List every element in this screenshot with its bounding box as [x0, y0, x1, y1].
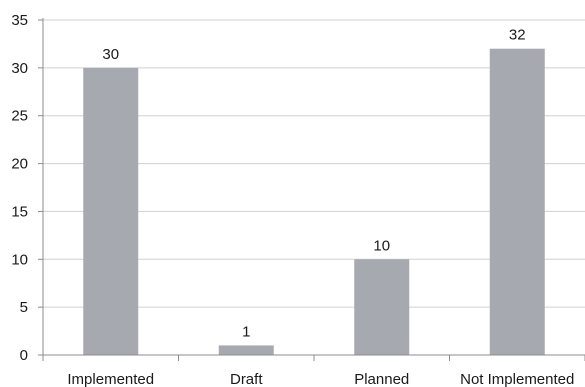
data-label: 10	[373, 237, 390, 254]
x-tick-label: Not Implemented	[460, 371, 574, 387]
x-tick-label: Implemented	[67, 371, 154, 387]
data-label: 32	[509, 27, 526, 44]
bar-not-implemented	[489, 48, 545, 355]
y-tick-label: 0	[20, 347, 28, 364]
y-tick-label: 10	[11, 251, 28, 268]
x-tick-labels: Implemented Draft Planned Not Implemented	[67, 371, 574, 387]
y-tick-labels: 0 5 10 15 20 25 30 35	[11, 12, 28, 364]
bar-planned	[354, 259, 410, 355]
bar-draft	[218, 345, 274, 355]
y-tick-label: 5	[20, 299, 28, 316]
y-tick-label: 20	[11, 156, 28, 173]
x-tick-label: Planned	[354, 371, 409, 387]
y-tick-label: 35	[11, 12, 28, 29]
axes	[38, 18, 585, 361]
bar-implemented	[83, 67, 139, 355]
y-tick-label: 30	[11, 60, 28, 77]
x-tick-label: Draft	[230, 371, 263, 387]
y-tick-label: 15	[11, 203, 28, 220]
data-label: 1	[242, 323, 250, 340]
data-label: 30	[102, 46, 119, 63]
y-tick-label: 25	[11, 108, 28, 125]
data-labels: 30 1 10 32	[102, 27, 525, 341]
bars	[83, 48, 545, 355]
